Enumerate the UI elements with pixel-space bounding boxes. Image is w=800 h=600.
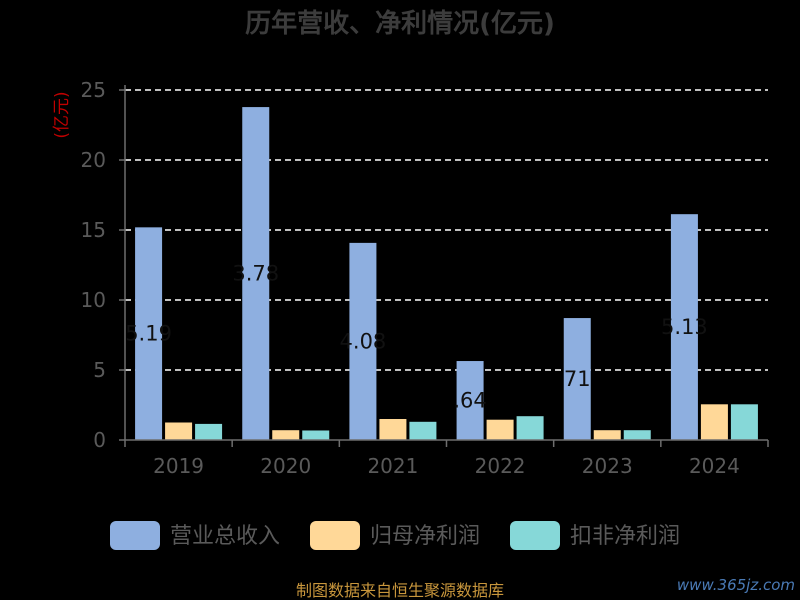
y-tick-label: 25 xyxy=(81,78,106,102)
value-labels: 5.19 3.78 4.08 .64 71 5.13 xyxy=(125,262,708,413)
y-tick-label: 15 xyxy=(81,218,106,242)
bar-2-2019 xyxy=(195,423,223,440)
x-tick-label: 2024 xyxy=(689,454,740,478)
bar-0-2024 xyxy=(670,214,698,440)
x-tick-label: 2023 xyxy=(582,454,633,478)
legend-label: 营业总收入 xyxy=(170,524,280,549)
y-tick-label: 5 xyxy=(93,358,106,382)
bar-0-2021 xyxy=(349,242,377,440)
chart-title: 历年营收、净利情况(亿元) xyxy=(245,8,555,39)
legend-label: 扣非净利润 xyxy=(570,524,680,549)
bar-0-2019 xyxy=(135,227,163,440)
bar-value-label: 71 xyxy=(564,367,591,391)
bar-2-2024 xyxy=(730,404,758,440)
bar-0-2023 xyxy=(563,318,591,440)
y-tick-label: 20 xyxy=(81,148,106,172)
bar-value-label: 5.13 xyxy=(661,315,708,339)
bar-2-2020 xyxy=(302,430,330,440)
x-tick-label: 2020 xyxy=(260,454,311,478)
legend-swatch xyxy=(310,521,360,550)
bar-2-2022 xyxy=(516,416,544,440)
bar-value-label: 5.19 xyxy=(125,322,172,346)
x-tick-label: 2019 xyxy=(153,454,204,478)
watermark: www.365jz.com xyxy=(677,576,795,594)
bar-1-2019 xyxy=(165,422,193,440)
x-tick-label: 2022 xyxy=(475,454,526,478)
bar-1-2020 xyxy=(272,430,300,440)
grid-lines xyxy=(125,89,768,371)
bar-2-2021 xyxy=(409,421,437,440)
source-note: 制图数据来自恒生聚源数据库 xyxy=(296,581,504,600)
y-axis-label: (亿元) xyxy=(52,91,72,138)
bar-1-2021 xyxy=(379,419,407,440)
legend-label: 归母净利润 xyxy=(370,524,480,549)
x-tick-label: 2021 xyxy=(367,454,418,478)
bars xyxy=(135,107,758,440)
bar-1-2024 xyxy=(700,404,728,440)
y-tick-label: 0 xyxy=(93,428,106,452)
bar-value-label: 3.78 xyxy=(232,262,279,286)
bar-0-2022 xyxy=(456,361,484,440)
legend: 营业总收入 归母净利润 扣非净利润 xyxy=(110,521,680,550)
legend-swatch xyxy=(510,521,560,550)
bar-1-2022 xyxy=(486,419,514,440)
axes: 0 5 10 15 20 25 2019 2020 2021 2022 2023 2024 xyxy=(81,78,769,478)
y-tick-label: 10 xyxy=(81,288,106,312)
bar-value-label: 4.08 xyxy=(340,329,387,353)
bar-2-2023 xyxy=(623,430,651,440)
bar-value-label: .64 xyxy=(453,389,486,413)
bar-1-2023 xyxy=(593,430,621,440)
legend-swatch xyxy=(110,521,160,550)
bar-0-2020 xyxy=(242,107,270,440)
